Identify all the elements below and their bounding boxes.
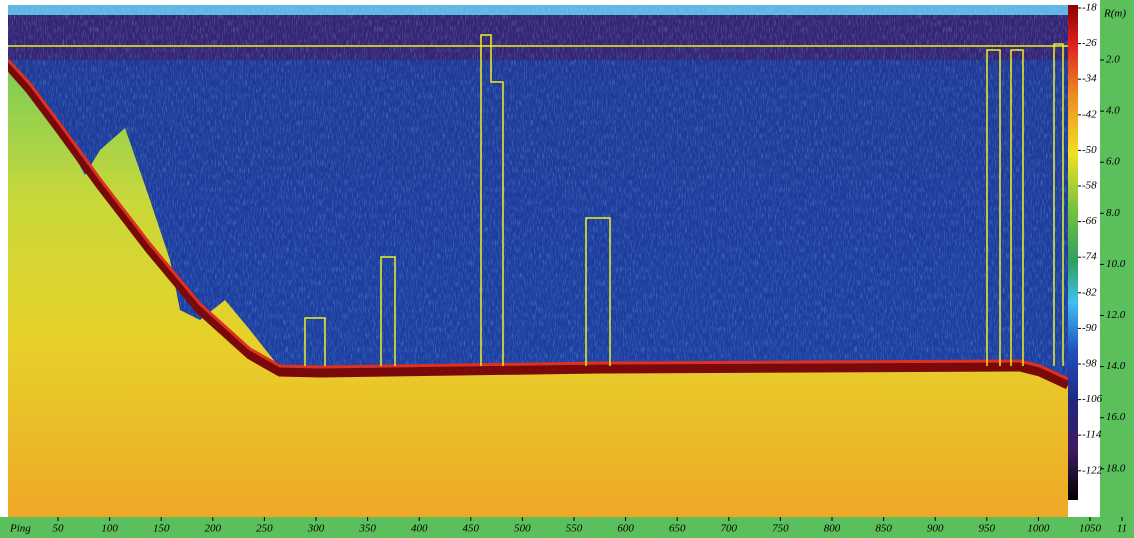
ping-label: 900 — [927, 523, 944, 535]
color-scale-label: -106 — [1082, 393, 1103, 405]
depth-axis-title: R(m) — [1103, 8, 1126, 20]
color-scale-labels-bg — [1078, 0, 1100, 517]
ping-label: 700 — [721, 523, 738, 535]
ping-label: 800 — [824, 523, 841, 535]
color-scale-label: -98 — [1082, 358, 1097, 370]
ping-axis-title: Ping — [9, 523, 31, 535]
ping-label: 1050 — [1079, 523, 1102, 535]
color-scale-label: -58 — [1082, 180, 1097, 192]
color-scale-label: -34 — [1082, 73, 1097, 85]
ping-label: 350 — [358, 523, 376, 535]
ping-label: 150 — [153, 523, 170, 535]
ping-label: 650 — [669, 523, 686, 535]
region — [986, 49, 1001, 366]
depth-label: 2.0 — [1106, 54, 1120, 66]
ping-axis — [0, 517, 1134, 538]
depth-label: 6.0 — [1106, 156, 1120, 168]
ping-label: 750 — [772, 523, 789, 535]
ping-label: 100 — [101, 523, 118, 535]
ping-label: 600 — [617, 523, 634, 535]
depth-label: 16.0 — [1106, 411, 1126, 423]
ping-label: 450 — [463, 523, 480, 535]
regions — [304, 34, 1064, 366]
region — [1053, 43, 1064, 366]
depth-label: 8.0 — [1106, 207, 1120, 219]
depth-label: 10.0 — [1106, 258, 1126, 270]
color-scale-label: -82 — [1082, 286, 1097, 298]
ping-label: 500 — [514, 523, 531, 535]
ping-label: 1000 — [1027, 523, 1050, 535]
ping-label: 850 — [875, 523, 892, 535]
depth-label: 12.0 — [1106, 309, 1126, 321]
region — [585, 217, 611, 366]
color-scale-label: -50 — [1082, 144, 1097, 156]
color-scale-label: -74 — [1082, 251, 1097, 263]
color-scale-label: -18 — [1082, 2, 1097, 14]
bottom-edge — [6, 58, 1069, 381]
depth-label: 4.0 — [1106, 105, 1120, 117]
ping-label: 400 — [411, 523, 428, 535]
color-scale-label: -42 — [1082, 108, 1097, 120]
depth-label: 14.0 — [1106, 360, 1126, 372]
region — [380, 256, 396, 366]
depth-label: 18.0 — [1106, 462, 1126, 474]
seabed — [8, 65, 1068, 517]
color-scale-label: -122 — [1082, 464, 1103, 476]
region — [1010, 49, 1024, 366]
color-scale-label: -66 — [1082, 215, 1097, 227]
bottom-line — [4, 62, 1070, 390]
ping-label: 300 — [307, 523, 325, 535]
ping-label: 11 — [1117, 523, 1127, 535]
region — [304, 317, 326, 366]
color-scale — [1068, 5, 1078, 500]
ping-label: 250 — [256, 523, 273, 535]
color-scale-label: -114 — [1082, 429, 1102, 441]
ping-label: 50 — [53, 523, 65, 535]
ping-label: 550 — [566, 523, 583, 535]
ping-label: 200 — [205, 523, 222, 535]
region — [480, 34, 504, 366]
left-margin — [0, 0, 8, 517]
color-scale-label: -26 — [1082, 37, 1097, 49]
depth-axis — [1100, 0, 1134, 517]
ping-label: 950 — [979, 523, 996, 535]
color-scale-label: -90 — [1082, 322, 1097, 334]
